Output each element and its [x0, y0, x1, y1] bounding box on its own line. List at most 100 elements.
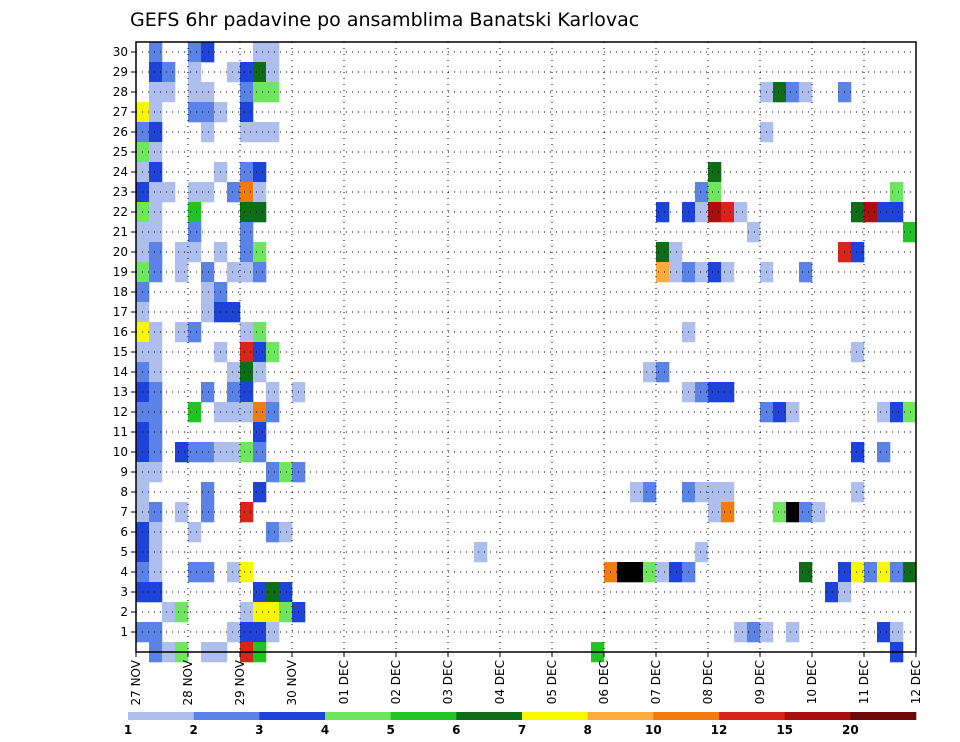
heatmap-cell [890, 622, 904, 643]
heatmap-cell [877, 442, 891, 463]
heatmap-cell [266, 402, 280, 423]
heatmap-cell [773, 82, 787, 103]
heatmap-cell [201, 562, 215, 583]
x-tick-label: 28 NOV [181, 659, 195, 705]
colorbar-swatch [587, 712, 654, 720]
heatmap-cell [695, 202, 709, 223]
heatmap-cell [903, 222, 917, 243]
heatmap-cell [175, 242, 189, 263]
heatmap-cell [695, 182, 709, 203]
heatmap-cell [851, 202, 865, 223]
y-tick-label: 30 [113, 45, 128, 59]
y-tick-label: 4 [120, 565, 128, 579]
heatmap-cell [266, 342, 280, 363]
y-tick-label: 23 [113, 185, 128, 199]
colorbar-label: 6 [452, 723, 460, 737]
heatmap-cell [279, 462, 293, 483]
heatmap-cell [851, 562, 865, 583]
heatmap-cell [253, 362, 267, 383]
heatmap-cell [708, 262, 722, 283]
heatmap-cell [149, 402, 163, 423]
colorbar-swatch [719, 712, 785, 720]
y-tick-label: 11 [113, 425, 128, 439]
heatmap-cell [240, 242, 254, 263]
heatmap-cell [266, 582, 280, 603]
heatmap-cell [175, 262, 189, 283]
heatmap-cell [188, 102, 202, 123]
heatmap-cell [149, 462, 163, 483]
heatmap-cell [240, 382, 254, 403]
x-tick-label: 11 DEC [857, 660, 871, 704]
heatmap-cell [188, 442, 202, 463]
heatmap-cell [695, 542, 709, 563]
heatmap-cell [188, 62, 202, 83]
heatmap-cell [617, 562, 631, 583]
colorbar-label: 10 [645, 723, 662, 737]
heatmap-cell [253, 402, 267, 423]
heatmap-cell [708, 502, 722, 523]
heatmap-cell [279, 602, 293, 623]
heatmap-cell [890, 182, 904, 203]
colorbar-label: 4 [321, 723, 329, 737]
heatmap-cell [630, 482, 644, 503]
heatmap-cell [201, 282, 215, 303]
colorbar-label: 2 [189, 723, 197, 737]
heatmap-cell [188, 402, 202, 423]
y-tick-label: 19 [113, 265, 128, 279]
heatmap-cell [266, 382, 280, 403]
heatmap-cell [227, 262, 241, 283]
heatmap-cell [240, 202, 254, 223]
y-tick-label: 22 [113, 205, 128, 219]
x-axis: 27 NOV 28 NOV 29 NOV 30 NOV 01 DEC 02 DEC 03 D… [129, 652, 923, 706]
y-tick-label: 12 [113, 405, 128, 419]
heatmap-cell [253, 322, 267, 343]
heatmap-cell [786, 502, 800, 523]
heatmap-cell [188, 242, 202, 263]
y-tick-label: 7 [120, 505, 128, 519]
heatmap-cell [786, 622, 800, 643]
heatmap-cell [240, 82, 254, 103]
heatmap-cell [266, 62, 280, 83]
heatmap-cell [266, 42, 280, 63]
heatmap-cell [656, 562, 670, 583]
colorbar-swatch [193, 712, 260, 720]
y-tick-label: 20 [113, 245, 128, 259]
y-tick-label: 26 [113, 125, 128, 139]
heatmap-cell [149, 242, 163, 263]
x-tick-label: 08 DEC [701, 660, 715, 704]
heatmap-cell [721, 382, 735, 403]
heatmap-cell [656, 242, 670, 263]
colorbar-swatch [325, 712, 391, 720]
heatmap-cell [812, 502, 826, 523]
heatmap-cell [864, 562, 878, 583]
heatmap-cell [253, 442, 267, 463]
heatmap-cell [149, 162, 163, 183]
heatmap-cell [149, 262, 163, 283]
heatmap-cell [253, 262, 267, 283]
heatmap-cell [799, 502, 813, 523]
heatmap-cell [643, 362, 657, 383]
heatmap-cell [877, 402, 891, 423]
heatmap-cell [253, 42, 267, 63]
colorbar-swatch [128, 712, 194, 720]
heatmap-cell [708, 482, 722, 503]
heatmap-cell [149, 362, 163, 383]
heatmap-cell [851, 482, 865, 503]
heatmap-cell [773, 502, 787, 523]
heatmap-cell [799, 82, 813, 103]
heatmap-cell [279, 582, 293, 603]
heatmap-cell [266, 82, 280, 103]
y-tick-label: 15 [113, 345, 128, 359]
y-tick-label: 25 [113, 145, 128, 159]
y-tick-label: 28 [113, 85, 128, 99]
colorbar-label: 5 [386, 723, 394, 737]
colorbar-label: 20 [842, 723, 859, 737]
heatmap-cell [747, 222, 761, 243]
heatmap-cell [188, 522, 202, 543]
heatmap-cell [721, 482, 735, 503]
heatmap-cell [227, 302, 241, 323]
heatmap-cell [149, 562, 163, 583]
y-tick-label: 29 [113, 65, 128, 79]
heatmap-cell [188, 182, 202, 203]
